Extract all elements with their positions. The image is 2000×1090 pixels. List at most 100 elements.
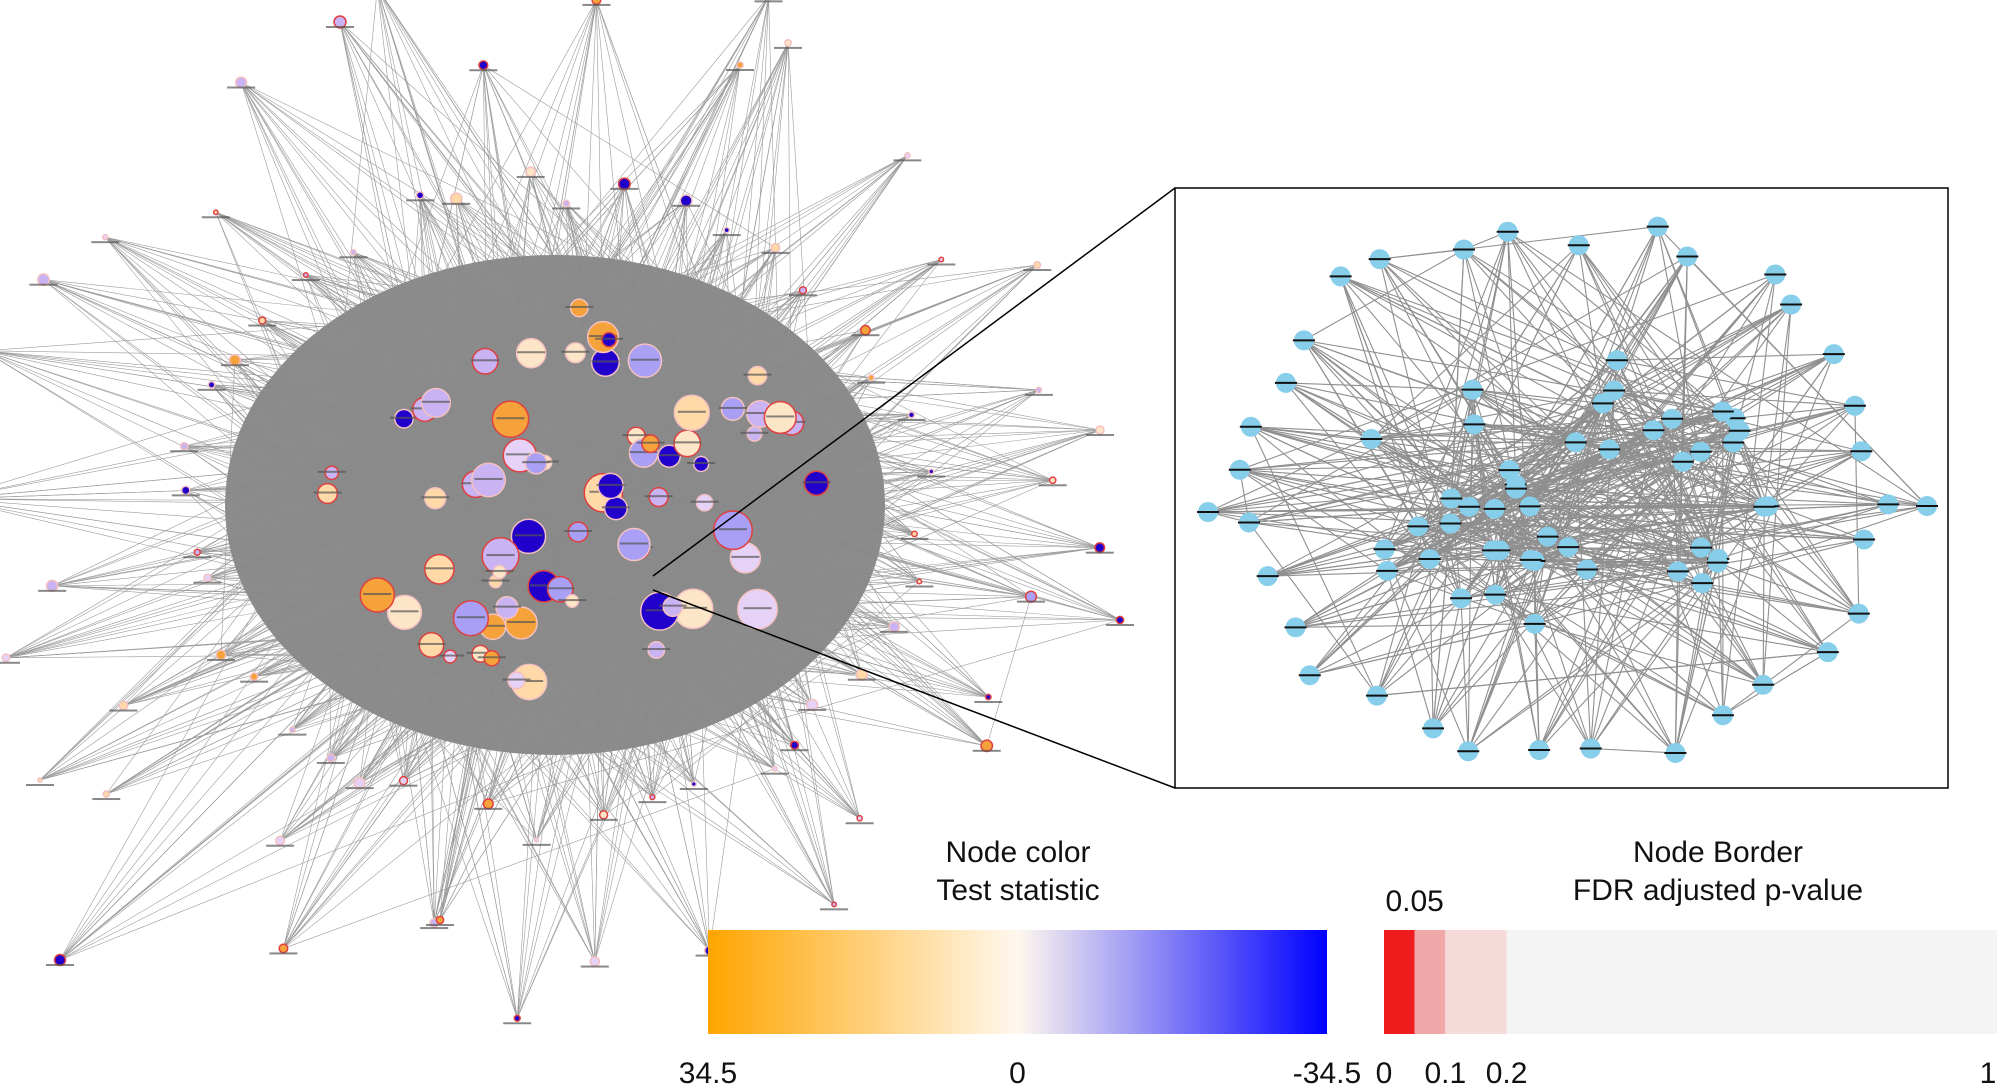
edge [105,236,405,613]
edge [578,531,1032,597]
edge [1499,450,1862,551]
edge [1767,505,1860,614]
edge [745,557,989,698]
node-label [766,415,795,418]
edge [215,212,425,410]
node-label [802,481,831,484]
edge [240,82,545,587]
edge [506,607,835,905]
edge [536,544,635,840]
edge [0,352,755,435]
edge [528,155,908,683]
edge [1463,249,1673,420]
edge [240,82,792,424]
edge [726,230,755,434]
edge [1340,276,1451,524]
node [302,272,309,279]
edge [1575,256,1688,443]
edge [106,610,660,795]
network-overview [0,0,1134,1025]
edge [207,493,328,578]
edge [1309,405,1856,676]
edge [1450,522,1865,541]
edge [757,389,1039,610]
node-label [522,461,551,464]
node [798,286,808,295]
edge [1239,469,1388,572]
node-label [466,651,495,654]
edge [615,482,817,509]
edge [603,606,674,815]
edge [608,264,1038,341]
edge [240,82,511,420]
tick-label: 0.05 [1385,885,1443,918]
node-label [726,69,754,71]
legend-title: Node Border [1633,836,1803,869]
edge [283,544,635,949]
node-label [26,784,54,786]
tick-label: 0.2 [1486,1057,1528,1090]
edge [1449,231,1509,524]
edge [516,362,606,1019]
edge [380,0,561,590]
edge [516,586,545,1019]
edge [816,377,872,484]
node [771,765,778,772]
edge [353,252,617,509]
node-label [673,441,702,444]
edge [1616,353,1834,361]
edge [1295,549,1494,628]
edge [439,361,486,921]
node [649,793,656,801]
node-label [718,528,747,531]
edge [59,353,532,961]
edge [0,351,792,424]
edge [1671,304,1792,420]
edge [1207,402,1604,513]
edge [745,0,769,558]
edge [658,389,1039,498]
node-label [478,624,507,627]
edge [1417,525,1676,754]
node [179,441,189,451]
edge [0,362,606,489]
node [856,814,863,822]
node-label [845,822,874,825]
edge [1722,274,1776,716]
node-label [582,3,611,6]
tick-label: 0.1 [1424,1057,1466,1090]
border-bar-segment [1445,930,1507,1034]
node [1,653,11,663]
edge [575,352,710,951]
node [789,740,800,750]
edge [650,443,813,706]
edge [520,622,710,951]
legend-title: Node color [945,836,1090,869]
node [118,700,129,711]
edge [1578,245,1610,450]
node [562,199,571,208]
edge [52,581,496,587]
node-label [507,621,536,624]
edge [1590,506,1765,749]
edge [596,0,734,410]
edge [1686,256,1928,507]
node [45,579,59,593]
node [278,943,289,954]
edge [787,42,792,423]
node [289,726,296,734]
edge [605,155,908,363]
edge [768,0,781,418]
node-label [638,801,667,804]
node-label [486,554,515,557]
edge [52,585,405,613]
edge [483,65,532,354]
node [435,915,445,925]
edge [1207,389,1473,513]
node [203,573,212,582]
edge [510,64,741,420]
edge [380,0,573,602]
edge [59,681,530,961]
edge [483,65,659,498]
edge [215,212,604,494]
